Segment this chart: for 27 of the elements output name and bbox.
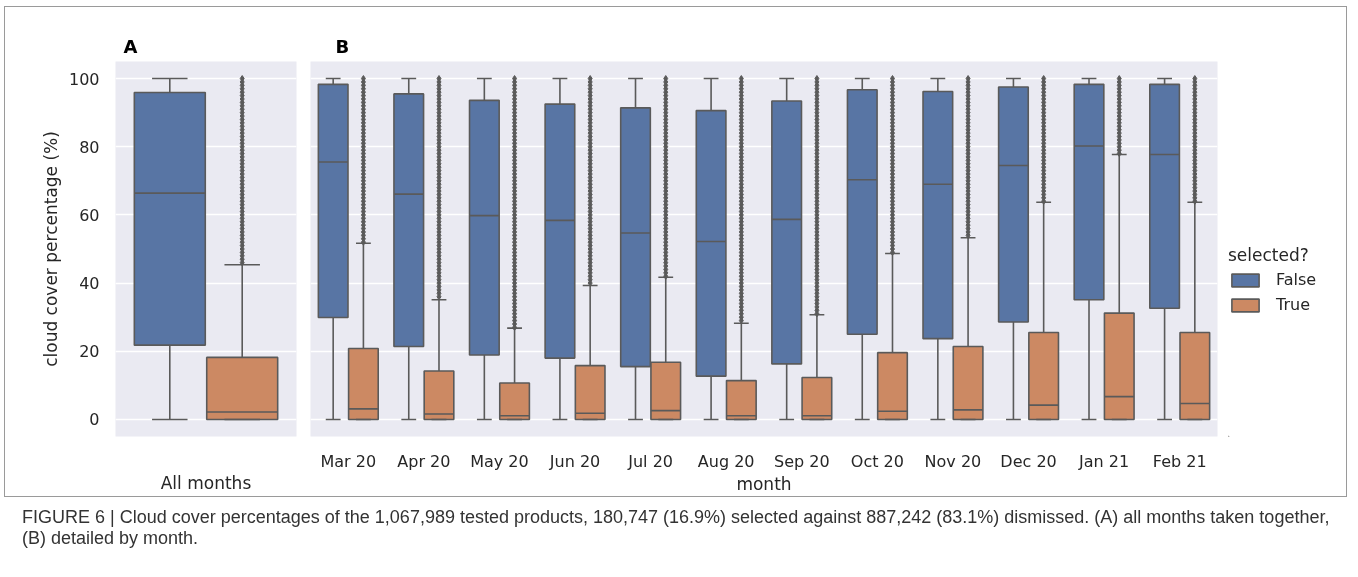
x-tick-label: Jun 20	[548, 451, 601, 471]
x-tick-label: Jul 20	[627, 451, 673, 471]
y-tick-label: 40	[79, 274, 100, 294]
y-tick-label: 20	[79, 342, 100, 362]
chart-title: B	[335, 35, 350, 57]
x-tick-label: Nov 20	[924, 451, 982, 471]
caption: FIGURE 6 | Cloud cover percentages of the 1,067,989 tested products, 180,747 (16.9%) selected against 887,242 (83.1%) dismissed. (A) all months taken together, (B) detailed by month.	[22, 507, 1331, 549]
x-tick-label: Aug 20	[697, 451, 755, 471]
legend-label: True	[1276, 295, 1310, 314]
x-tick-label: Dec 20	[1000, 451, 1057, 471]
x-tick-label: Oct 20	[850, 451, 904, 471]
y-axis-title: cloud cover percentage (%)	[40, 131, 61, 367]
x-tick-label: May 20	[470, 451, 529, 471]
y-tick-label: 60	[79, 205, 100, 225]
legend-title: selected?	[1228, 245, 1310, 265]
chart-title: A	[123, 35, 138, 57]
legend-label: False	[1276, 270, 1317, 289]
y-tick-label: 80	[79, 137, 100, 157]
x-tick-label: Mar 20	[320, 451, 377, 471]
y-tick-label: 0	[89, 410, 100, 430]
x-axis-title: month	[736, 473, 792, 494]
x-tick-label: Feb 21	[1152, 451, 1207, 471]
y-tick-label: 100	[68, 69, 100, 89]
x-tick-label: Jan 21	[1078, 451, 1130, 471]
x-tick-label: Apr 20	[397, 451, 451, 471]
x-tick-label: Sep 20	[773, 451, 830, 471]
x-axis-title: All months	[160, 472, 252, 493]
